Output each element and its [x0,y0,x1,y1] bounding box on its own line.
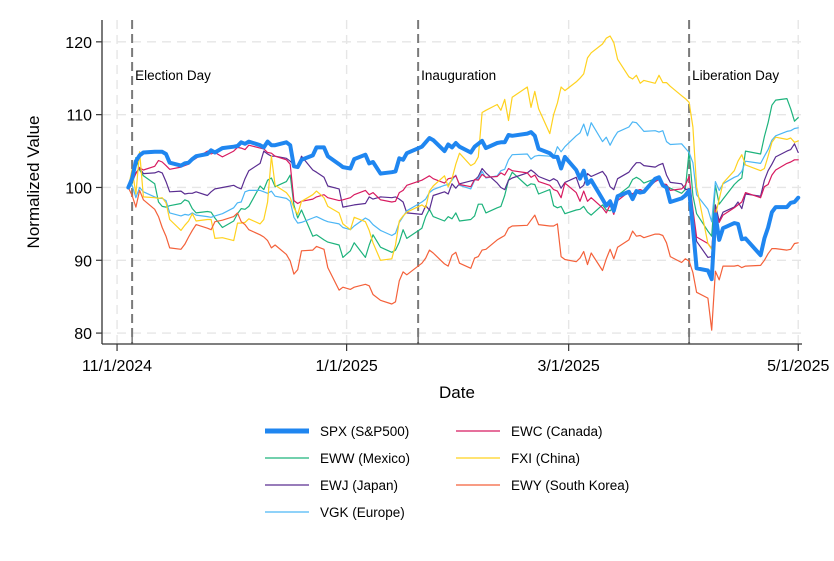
event-lines: Election Day Inauguration Liberation Day [131,20,779,344]
series-line-eww [127,98,799,258]
legend-label-spx: SPX (S&P500) [320,424,409,439]
x-tick-label: 1/1/2025 [315,358,377,375]
y-tick-label: 90 [74,253,92,270]
grid-layer [102,20,802,344]
legend-label-ewy: EWY (South Korea) [511,478,629,493]
x-tick-label: 3/1/2025 [538,358,600,375]
series-line-spx [126,130,801,282]
legend-label-eww: EWW (Mexico) [320,451,410,466]
y-tick-label: 110 [66,108,92,125]
series-line-ewj [127,143,799,258]
y-tick-label: 100 [65,180,92,197]
x-tick-label: 5/1/2025 [767,358,829,375]
y-tick-label: 80 [74,326,92,343]
axes [101,20,802,345]
series-line-vgk [127,121,799,237]
y-axis-title: Normalized Value [24,116,43,249]
event-label: Election Day [135,68,211,83]
legend-label-fxi: FXI (China) [511,451,580,466]
legend: SPX (S&P500) EWW (Mexico) EWJ (Japan) VGK (… [265,424,629,520]
event-label: Liberation Day [692,68,779,83]
series-line-ewy [127,186,799,331]
legend-label-ewj: EWJ (Japan) [320,478,398,493]
tick-layer: 80 90 100 110 120 11/1/2024 1/1/2025 3/1/2025 5/… [65,35,829,375]
legend-label-ewc: EWC (Canada) [511,424,603,439]
series-layer [126,35,801,331]
legend-label-vgk: VGK (Europe) [320,505,405,520]
x-tick-label: 11/1/2024 [82,358,152,375]
series-line-fxi [127,35,799,261]
y-tick-label: 120 [65,35,92,52]
x-axis-title: Date [439,383,475,402]
event-label: Inauguration [421,68,496,83]
